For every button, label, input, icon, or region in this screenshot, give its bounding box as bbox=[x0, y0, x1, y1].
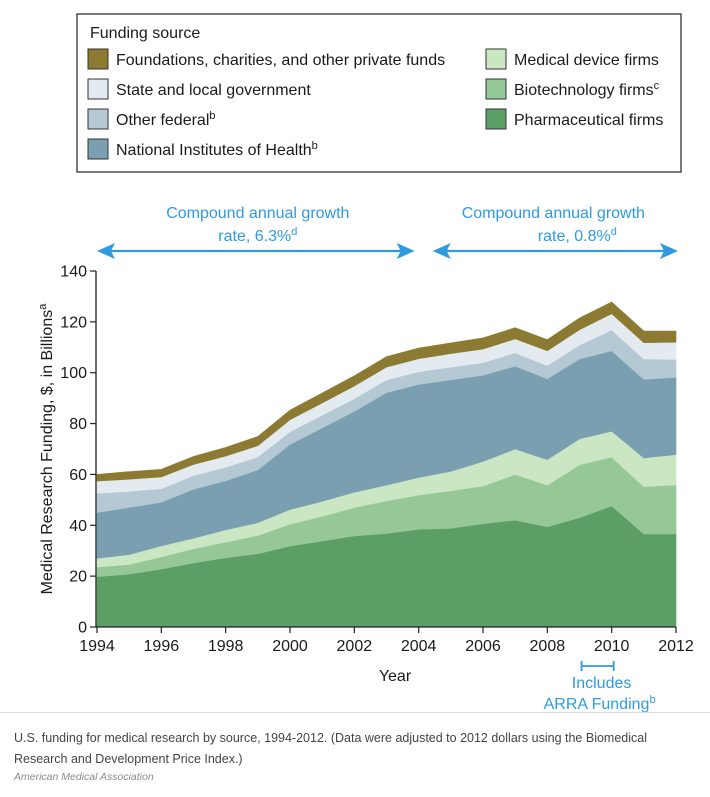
legend-right-swatch-0 bbox=[485, 48, 507, 70]
legend-title: Funding source bbox=[90, 25, 200, 42]
figure-caption: U.S. funding for medical research by sou… bbox=[14, 731, 647, 766]
x-tick-label-2004: 2004 bbox=[401, 638, 437, 655]
x-tick-label-2010: 2010 bbox=[594, 638, 630, 655]
legend-left-swatch-1 bbox=[87, 78, 109, 100]
legend-left-label-3: National Institutes of Healthb bbox=[116, 140, 318, 159]
x-tick-label-1994: 1994 bbox=[79, 638, 115, 655]
y-axis-title: Medical Research Funding, $, in Billions… bbox=[37, 303, 56, 595]
legend-right-swatch-2 bbox=[485, 108, 507, 130]
legend-left-swatch-2 bbox=[87, 108, 109, 130]
y-tick-label-20: 20 bbox=[69, 569, 87, 586]
legend-left-label-2: Other federalb bbox=[116, 110, 216, 129]
x-tick-label-1996: 1996 bbox=[144, 638, 180, 655]
x-tick-label-1998: 1998 bbox=[208, 638, 244, 655]
arra-line2: ARRA Fundingb bbox=[544, 694, 656, 712]
y-tick-label-0: 0 bbox=[78, 620, 87, 637]
legend-left-label-0: Foundations, charities, and other privat… bbox=[116, 52, 445, 69]
x-tick-label-2002: 2002 bbox=[337, 638, 373, 655]
legend-right-label-2: Pharmaceutical firms bbox=[514, 112, 663, 129]
growth-right-line2: rate, 0.8%d bbox=[538, 226, 617, 245]
growth-right-arrow-head-left bbox=[432, 243, 451, 259]
legend: Funding source Foundations, charities, an… bbox=[76, 13, 682, 173]
arra-line1: Includes bbox=[572, 675, 632, 692]
legend-box bbox=[76, 13, 682, 173]
caption-divider bbox=[0, 712, 710, 713]
y-tick-label-80: 80 bbox=[69, 416, 87, 433]
legend-left-swatch-0 bbox=[87, 48, 109, 70]
x-axis-title: Year bbox=[379, 668, 412, 685]
x-tick-label-2000: 2000 bbox=[272, 638, 308, 655]
growth-left-line1: Compound annual growth bbox=[166, 205, 349, 222]
legend-left-label-1: State and local government bbox=[116, 82, 311, 99]
growth-right-line1: Compound annual growth bbox=[462, 205, 645, 222]
x-tick-label-2006: 2006 bbox=[465, 638, 501, 655]
x-tick-label-2008: 2008 bbox=[530, 638, 566, 655]
stacked-areas bbox=[96, 301, 677, 628]
legend-right-label-1: Biotechnology firmsc bbox=[514, 80, 660, 99]
growth-annotations: Compound annual growth rate, 6.3%d Compoun… bbox=[97, 205, 678, 259]
axes: 0 20 40 60 80 100 120 140 1994 1996 1998 2000 2002 20… bbox=[37, 264, 694, 713]
growth-right-arrow-head-right bbox=[660, 243, 678, 259]
legend-right-swatch-1 bbox=[485, 78, 507, 100]
y-tick-label-40: 40 bbox=[69, 518, 87, 535]
area-foundations-charities-and-other-private-funds bbox=[96, 301, 677, 482]
growth-left-arrow-head-left bbox=[97, 243, 115, 259]
y-tick-label-100: 100 bbox=[60, 365, 87, 382]
growth-left-arrow-head-right bbox=[396, 243, 415, 259]
figure-credit: American Medical Association bbox=[14, 771, 154, 783]
growth-left-line2: rate, 6.3%d bbox=[218, 226, 297, 245]
legend-left-swatch-3 bbox=[87, 138, 109, 160]
legend-right-label-0: Medical device firms bbox=[514, 52, 659, 69]
y-tick-label-60: 60 bbox=[69, 467, 87, 484]
y-tick-label-120: 120 bbox=[60, 314, 87, 331]
x-tick-label-2012: 2012 bbox=[658, 638, 694, 655]
y-tick-label-140: 140 bbox=[60, 264, 87, 281]
funding-area-chart: Funding source Foundations, charities, an… bbox=[37, 13, 694, 713]
